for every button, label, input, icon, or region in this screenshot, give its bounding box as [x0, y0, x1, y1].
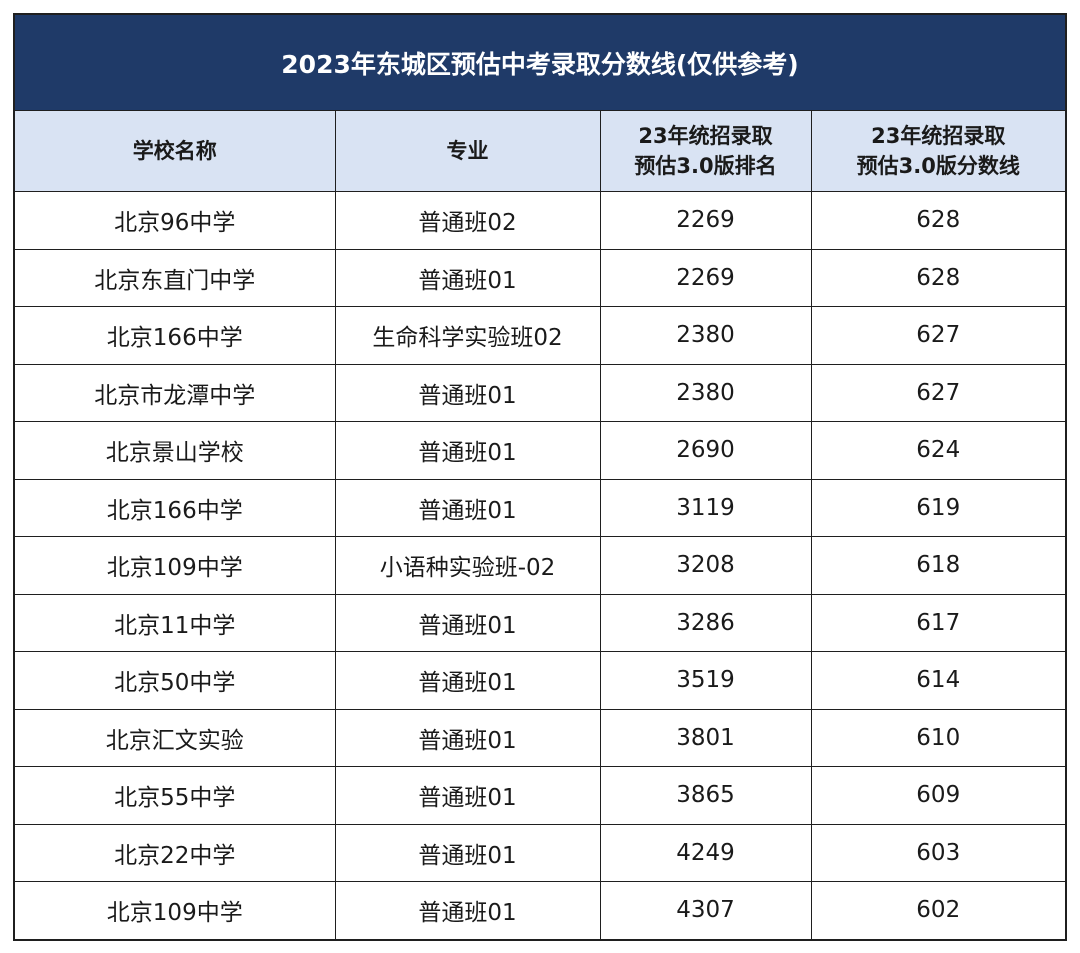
major-cell: 普通班01	[334, 593, 601, 652]
table-row: 北京96中学 普通班02 2269 628	[15, 191, 1065, 250]
score-cell: 619	[810, 478, 1065, 537]
school-cell: 北京166中学	[15, 478, 336, 537]
school-cell: 北京11中学	[15, 593, 336, 652]
score-cell: 603	[810, 823, 1065, 882]
header-rank: 23年统招录取 预估3.0版排名	[599, 111, 812, 192]
rank-cell: 2380	[599, 306, 812, 365]
rank-cell: 3119	[599, 478, 812, 537]
school-cell: 北京109中学	[15, 881, 336, 939]
school-cell: 北京96中学	[15, 191, 336, 250]
table-row: 北京市龙潭中学 普通班01 2380 627	[15, 363, 1065, 422]
header-score-line1: 23年统招录取	[871, 124, 1006, 148]
header-school: 学校名称	[15, 111, 336, 192]
table-row: 北京166中学 普通班01 3119 619	[15, 478, 1065, 537]
score-cell: 628	[810, 248, 1065, 307]
rank-cell: 3865	[599, 766, 812, 825]
table-row: 北京109中学 小语种实验班-02 3208 618	[15, 536, 1065, 595]
rank-cell: 3519	[599, 651, 812, 710]
table-row: 北京50中学 普通班01 3519 614	[15, 651, 1065, 710]
score-cell: 617	[810, 593, 1065, 652]
rank-cell: 2690	[599, 421, 812, 480]
school-cell: 北京109中学	[15, 536, 336, 595]
table-row: 北京11中学 普通班01 3286 617	[15, 593, 1065, 652]
major-cell: 普通班02	[334, 191, 601, 250]
score-table: 学校名称 专业 23年统招录取 预估3.0版排名 23年统招录取 预估3.0版分…	[15, 111, 1065, 939]
major-cell: 生命科学实验班02	[334, 306, 601, 365]
score-cell: 627	[810, 363, 1065, 422]
score-cell: 614	[810, 651, 1065, 710]
major-cell: 普通班01	[334, 708, 601, 767]
rank-cell: 3208	[599, 536, 812, 595]
school-cell: 北京50中学	[15, 651, 336, 710]
school-cell: 北京东直门中学	[15, 248, 336, 307]
score-cell: 627	[810, 306, 1065, 365]
school-cell: 北京景山学校	[15, 421, 336, 480]
school-cell: 北京汇文实验	[15, 708, 336, 767]
rank-cell: 4249	[599, 823, 812, 882]
rank-cell: 2380	[599, 363, 812, 422]
major-cell: 普通班01	[334, 651, 601, 710]
school-cell: 北京166中学	[15, 306, 336, 365]
school-cell: 北京22中学	[15, 823, 336, 882]
header-score-line2: 预估3.0版分数线	[856, 154, 1020, 178]
table-row: 北京166中学 生命科学实验班02 2380 627	[15, 306, 1065, 365]
major-cell: 小语种实验班-02	[334, 536, 601, 595]
score-cell: 624	[810, 421, 1065, 480]
school-cell: 北京55中学	[15, 766, 336, 825]
rank-cell: 3286	[599, 593, 812, 652]
table-body: 北京96中学 普通班02 2269 628 北京东直门中学 普通班01 2269 628 北京1…	[15, 191, 1065, 939]
rank-cell: 2269	[599, 248, 812, 307]
header-major: 专业	[334, 111, 601, 192]
table-header: 学校名称 专业 23年统招录取 预估3.0版排名 23年统招录取 预估3.0版分…	[15, 111, 1065, 192]
major-cell: 普通班01	[334, 823, 601, 882]
table-row: 北京22中学 普通班01 4249 603	[15, 823, 1065, 882]
major-cell: 普通班01	[334, 363, 601, 422]
major-cell: 普通班01	[334, 881, 601, 939]
rank-cell: 4307	[599, 881, 812, 939]
header-rank-line1: 23年统招录取	[638, 124, 773, 148]
table-row: 北京汇文实验 普通班01 3801 610	[15, 708, 1065, 767]
header-rank-line2: 预估3.0版排名	[634, 154, 777, 178]
school-cell: 北京市龙潭中学	[15, 363, 336, 422]
score-cell: 609	[810, 766, 1065, 825]
score-cell: 618	[810, 536, 1065, 595]
rank-cell: 2269	[599, 191, 812, 250]
major-cell: 普通班01	[334, 248, 601, 307]
table-row: 北京109中学 普通班01 4307 602	[15, 881, 1065, 939]
score-cell: 610	[810, 708, 1065, 767]
score-cell: 602	[810, 881, 1065, 939]
header-row: 学校名称 专业 23年统招录取 预估3.0版排名 23年统招录取 预估3.0版分…	[15, 111, 1065, 192]
major-cell: 普通班01	[334, 421, 601, 480]
rank-cell: 3801	[599, 708, 812, 767]
major-cell: 普通班01	[334, 478, 601, 537]
score-cell: 628	[810, 191, 1065, 250]
major-cell: 普通班01	[334, 766, 601, 825]
table-row: 北京景山学校 普通班01 2690 624	[15, 421, 1065, 480]
table-row: 北京东直门中学 普通班01 2269 628	[15, 248, 1065, 307]
table-row: 北京55中学 普通班01 3865 609	[15, 766, 1065, 825]
header-score: 23年统招录取 预估3.0版分数线	[810, 111, 1065, 192]
score-table-sheet: 2023年东城区预估中考录取分数线(仅供参考) 学校名称 专业 23年统招录取 …	[13, 13, 1067, 941]
table-title: 2023年东城区预估中考录取分数线(仅供参考)	[15, 15, 1065, 111]
